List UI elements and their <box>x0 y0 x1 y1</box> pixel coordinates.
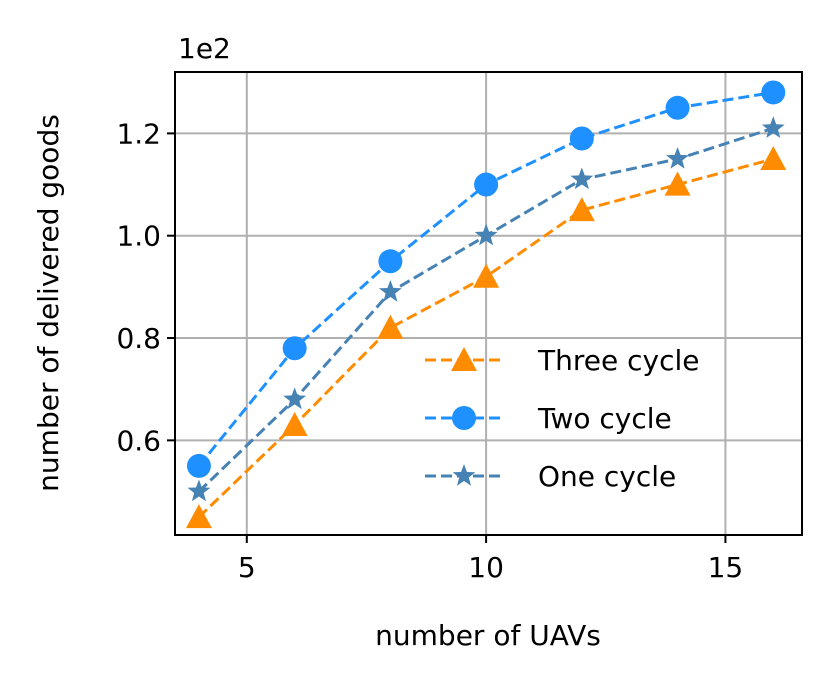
data-point <box>760 145 787 171</box>
x-tick-label: 10 <box>468 551 504 584</box>
data-point <box>378 279 402 302</box>
legend-label: Three cycle <box>537 344 699 377</box>
legend: Three cycle Two cycle One cycle <box>425 344 699 493</box>
data-point <box>281 412 308 437</box>
ticks: 5 10 15 0.6 0.8 1.0 1.2 <box>116 117 743 584</box>
y-tick-label: 0.6 <box>116 424 161 457</box>
legend-marker <box>452 464 476 486</box>
data-point <box>666 146 689 169</box>
data-point <box>185 504 212 529</box>
data-point <box>186 453 211 478</box>
data-point <box>570 167 594 190</box>
y-tick-label: 1.2 <box>116 117 161 150</box>
y-tick-label: 0.8 <box>116 322 161 355</box>
legend-entry: One cycle <box>425 460 676 493</box>
series-three-cycle <box>185 145 787 529</box>
data-point <box>187 479 211 502</box>
legend-entry: Two cycle <box>425 402 672 435</box>
data-point <box>377 314 404 339</box>
legend-marker <box>451 347 477 372</box>
data-point <box>569 126 594 151</box>
x-axis-label: number of UAVs <box>375 619 601 652</box>
data-point <box>568 197 595 222</box>
data-point <box>761 80 786 105</box>
grid <box>175 72 802 535</box>
legend-label: Two cycle <box>537 402 672 435</box>
series-layer <box>185 80 787 529</box>
plot-frame <box>174 71 803 536</box>
data-point <box>761 116 785 138</box>
x-tick-label: 15 <box>708 551 744 584</box>
data-point <box>474 223 498 246</box>
data-point <box>473 263 500 288</box>
legend-label: One cycle <box>538 460 676 493</box>
data-point <box>474 172 499 197</box>
y-offset-label: 1e2 <box>178 32 231 65</box>
data-point <box>664 171 691 196</box>
data-point <box>282 336 307 361</box>
y-tick-label: 1.0 <box>116 220 161 253</box>
data-point <box>283 387 307 410</box>
series-two-cycle <box>186 80 786 478</box>
x-tick-label: 5 <box>238 551 256 584</box>
legend-marker <box>452 406 476 430</box>
y-axis-label: number of delivered goods <box>32 114 65 492</box>
series-one-cycle <box>187 116 785 502</box>
legend-entry: Three cycle <box>425 344 699 377</box>
data-point <box>665 95 690 120</box>
data-point <box>378 249 403 274</box>
